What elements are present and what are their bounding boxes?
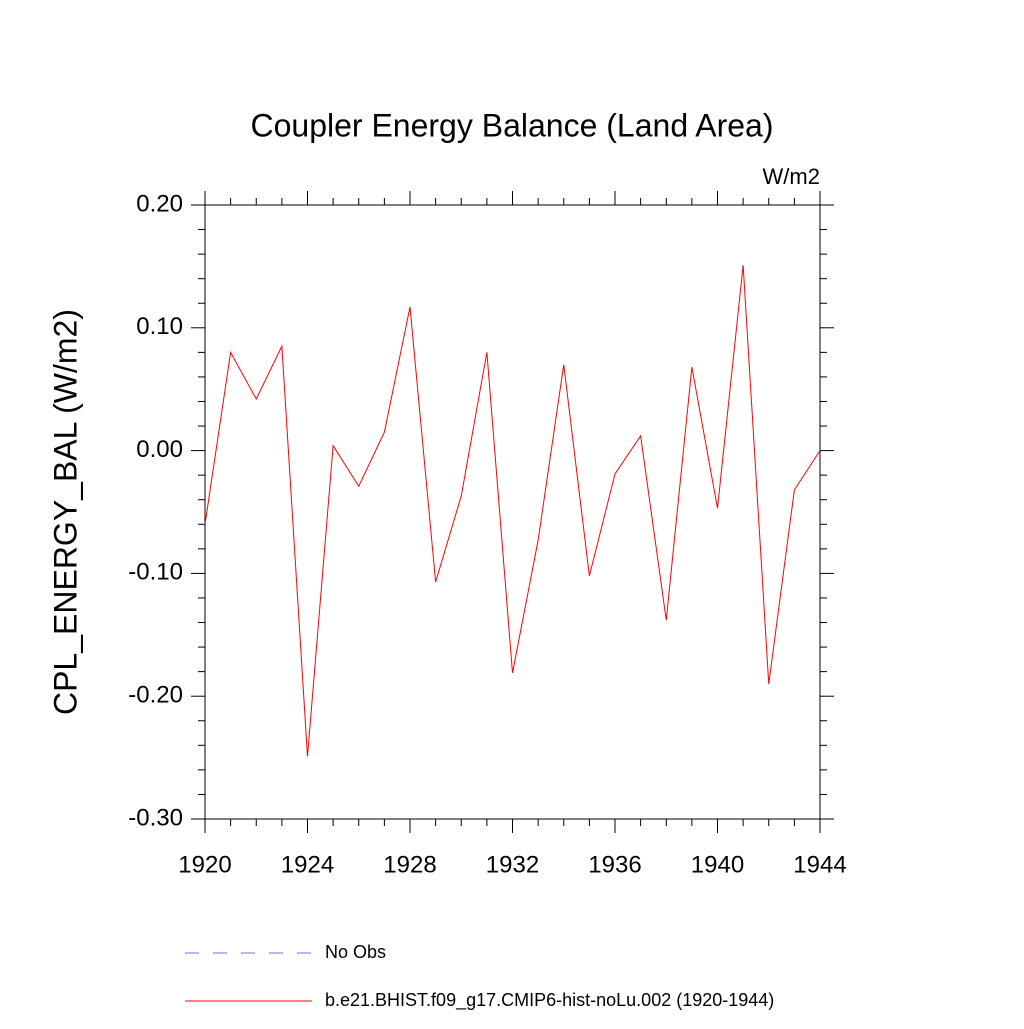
x-tick-label: 1920 (178, 851, 231, 878)
x-tick-label: 1944 (793, 851, 846, 878)
data-line (204, 265, 821, 757)
y-tick-label: 0.20 (136, 190, 183, 217)
x-tick-label: 1924 (281, 851, 334, 878)
y-axis-label: CPL_ENERGY_BAL (W/m2) (47, 309, 83, 715)
units-label: W/m2 (763, 164, 820, 189)
legend-label: No Obs (325, 942, 386, 962)
x-tick-label: 1932 (486, 851, 539, 878)
y-tick-label: 0.00 (136, 436, 183, 463)
y-tick-label: -0.30 (128, 804, 183, 831)
x-tick-label: 1936 (588, 851, 641, 878)
x-tick-label: 1928 (383, 851, 436, 878)
x-tick-label: 1940 (691, 851, 744, 878)
legend-label: b.e21.BHIST.f09_g17.CMIP6-hist-noLu.002 … (325, 990, 774, 1011)
chart-title: Coupler Energy Balance (Land Area) (251, 107, 774, 143)
y-tick-label: -0.20 (128, 682, 183, 709)
y-tick-label: -0.10 (128, 559, 183, 586)
y-tick-label: 0.10 (136, 313, 183, 340)
